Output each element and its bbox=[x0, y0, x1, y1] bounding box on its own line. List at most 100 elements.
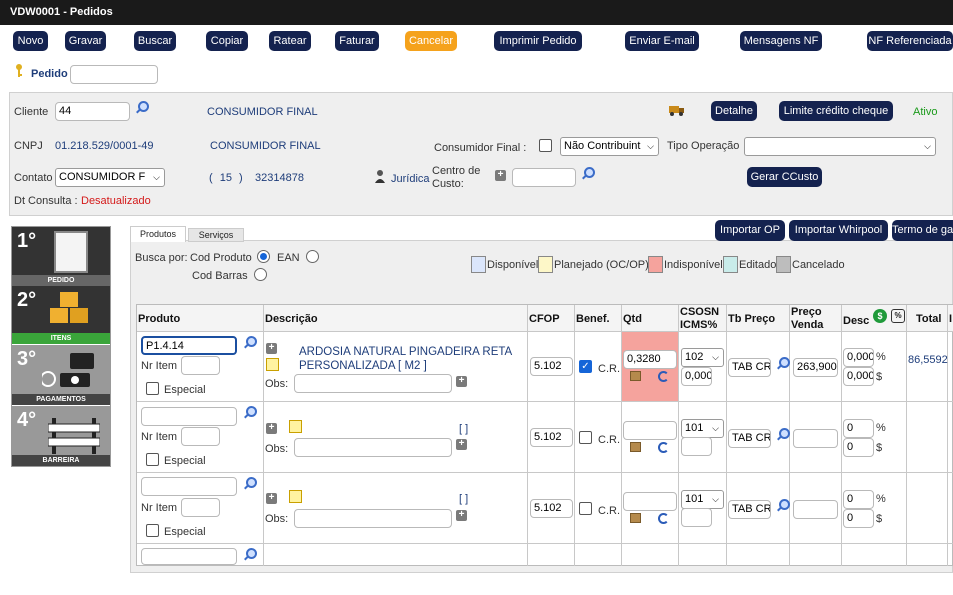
obs-input[interactable] bbox=[294, 374, 452, 393]
importar-whirpool-button[interactable]: Importar Whirpool bbox=[789, 220, 888, 241]
produto-input[interactable]: P1.4.14 bbox=[141, 336, 237, 355]
dollar-icon[interactable]: $ bbox=[873, 309, 887, 323]
box-icon[interactable] bbox=[630, 442, 641, 452]
especial-checkbox[interactable] bbox=[146, 453, 159, 466]
contribuinte-select[interactable]: Não Contribuint ⌵ bbox=[560, 137, 659, 156]
csosn-select[interactable]: 101 ⌵ bbox=[681, 419, 724, 438]
edit-note-icon[interactable] bbox=[266, 358, 279, 371]
percent-icon[interactable]: % bbox=[891, 309, 905, 323]
add-icon[interactable]: + bbox=[456, 510, 467, 521]
search-icon[interactable] bbox=[776, 428, 790, 441]
faturar-button[interactable]: Faturar bbox=[335, 31, 379, 51]
cliente-code-input[interactable]: 44 bbox=[55, 102, 130, 121]
especial-checkbox[interactable] bbox=[146, 382, 159, 395]
termo-button[interactable]: Termo de ga bbox=[892, 220, 953, 241]
especial-checkbox[interactable] bbox=[146, 524, 159, 537]
nr-item-input[interactable] bbox=[181, 498, 220, 517]
step-pagamentos[interactable]: 3° PAGAMENTOS bbox=[12, 345, 110, 405]
nf-referenciada-button[interactable]: NF Referenciada bbox=[867, 31, 953, 51]
cfop-input[interactable]: 5.102 bbox=[530, 357, 573, 376]
expand-icon[interactable]: + bbox=[266, 423, 277, 434]
search-icon[interactable] bbox=[135, 101, 149, 114]
search-icon[interactable] bbox=[243, 406, 257, 419]
tab-produtos[interactable]: Produtos bbox=[130, 226, 186, 242]
csosn-select[interactable]: 101 ⌵ bbox=[681, 490, 724, 509]
qtd-input[interactable] bbox=[623, 421, 677, 440]
csosn-select[interactable]: 102 ⌵ bbox=[681, 348, 724, 367]
enviar-email-button[interactable]: Enviar E-mail bbox=[625, 31, 699, 51]
cancelar-button[interactable]: Cancelar bbox=[405, 31, 457, 51]
search-icon[interactable] bbox=[243, 548, 257, 561]
refresh-icon[interactable] bbox=[658, 513, 669, 524]
box-icon[interactable] bbox=[630, 371, 641, 381]
mensagens-nf-button[interactable]: Mensagens NF bbox=[740, 31, 822, 51]
desc-value-input[interactable]: 0,000 bbox=[843, 367, 874, 386]
qtd-input[interactable] bbox=[623, 492, 677, 511]
tipo-operacao-select[interactable]: ⌵ bbox=[744, 137, 936, 156]
tb-preco-input[interactable]: TAB CR bbox=[728, 429, 771, 448]
obs-input[interactable] bbox=[294, 509, 452, 528]
limite-credito-button[interactable]: Limite crédito cheque bbox=[779, 101, 893, 121]
search-icon[interactable] bbox=[243, 336, 257, 349]
add-icon[interactable]: + bbox=[456, 376, 467, 387]
search-icon[interactable] bbox=[581, 167, 595, 180]
box-icon[interactable] bbox=[630, 513, 641, 523]
centro-custo-input[interactable] bbox=[512, 168, 576, 187]
cfop-input[interactable]: 5.102 bbox=[530, 499, 573, 518]
expand-icon[interactable]: + bbox=[266, 343, 277, 354]
cod-barras-radio[interactable] bbox=[254, 268, 267, 281]
preco-venda-input[interactable]: 263,900 bbox=[793, 358, 838, 377]
desc-percent-input[interactable]: 0 bbox=[843, 490, 874, 509]
importar-op-button[interactable]: Importar OP bbox=[715, 220, 785, 241]
icms-input[interactable]: 0,000 bbox=[681, 367, 712, 386]
refresh-icon[interactable] bbox=[658, 442, 669, 453]
desc-value-input[interactable]: 0 bbox=[843, 438, 874, 457]
nr-item-input[interactable] bbox=[181, 356, 220, 375]
preco-venda-input[interactable] bbox=[793, 429, 838, 448]
search-icon[interactable] bbox=[776, 499, 790, 512]
tb-preco-input[interactable]: TAB CR bbox=[728, 500, 771, 519]
imprimir-pedido-button[interactable]: Imprimir Pedido bbox=[494, 31, 582, 51]
ean-radio[interactable] bbox=[306, 250, 319, 263]
step-itens[interactable]: 2° ITENS bbox=[12, 286, 110, 344]
desc-value-input[interactable]: 0 bbox=[843, 509, 874, 528]
desc-percent-input[interactable]: 0,000 bbox=[843, 348, 874, 367]
add-icon[interactable]: + bbox=[456, 439, 467, 450]
refresh-icon[interactable] bbox=[658, 371, 669, 382]
cfop-input[interactable]: 5.102 bbox=[530, 428, 573, 447]
qtd-input[interactable]: 0,3280 bbox=[623, 350, 677, 369]
benef-checkbox[interactable] bbox=[579, 502, 592, 515]
ratear-button[interactable]: Ratear bbox=[269, 31, 311, 51]
tb-preco-input[interactable]: TAB CR bbox=[728, 358, 771, 377]
gerar-ccusto-button[interactable]: Gerar CCusto bbox=[747, 167, 822, 187]
edit-note-icon[interactable] bbox=[289, 420, 302, 433]
preco-venda-input[interactable] bbox=[793, 500, 838, 519]
benef-checkbox[interactable]: ✓ bbox=[579, 360, 592, 373]
novo-button[interactable]: Novo bbox=[13, 31, 48, 51]
add-icon[interactable]: + bbox=[495, 170, 506, 181]
icms-input[interactable] bbox=[681, 437, 712, 456]
desc-percent-input[interactable]: 0 bbox=[843, 419, 874, 438]
obs-input[interactable] bbox=[294, 438, 452, 457]
edit-note-icon[interactable] bbox=[289, 490, 302, 503]
produto-input[interactable] bbox=[141, 407, 237, 426]
gravar-button[interactable]: Gravar bbox=[65, 31, 106, 51]
contato-select[interactable]: CONSUMIDOR F ⌵ bbox=[55, 168, 165, 187]
truck-icon[interactable] bbox=[669, 104, 685, 116]
nr-item-input[interactable] bbox=[181, 427, 220, 446]
step-pedido[interactable]: 1° PEDIDO bbox=[12, 227, 110, 286]
search-icon[interactable] bbox=[776, 357, 790, 370]
consumidor-final-checkbox[interactable] bbox=[539, 139, 552, 152]
step-barreira[interactable]: 4° BARREIRA bbox=[12, 406, 110, 466]
benef-checkbox[interactable] bbox=[579, 431, 592, 444]
detalhe-button[interactable]: Detalhe bbox=[711, 101, 757, 121]
icms-input[interactable] bbox=[681, 508, 712, 527]
produto-input[interactable] bbox=[141, 477, 237, 496]
copiar-button[interactable]: Copiar bbox=[206, 31, 248, 51]
buscar-button[interactable]: Buscar bbox=[134, 31, 176, 51]
pedido-input[interactable] bbox=[70, 65, 158, 84]
expand-icon[interactable]: + bbox=[266, 493, 277, 504]
cod-produto-radio[interactable] bbox=[257, 250, 270, 263]
produto-input[interactable] bbox=[141, 548, 237, 565]
search-icon[interactable] bbox=[243, 477, 257, 490]
